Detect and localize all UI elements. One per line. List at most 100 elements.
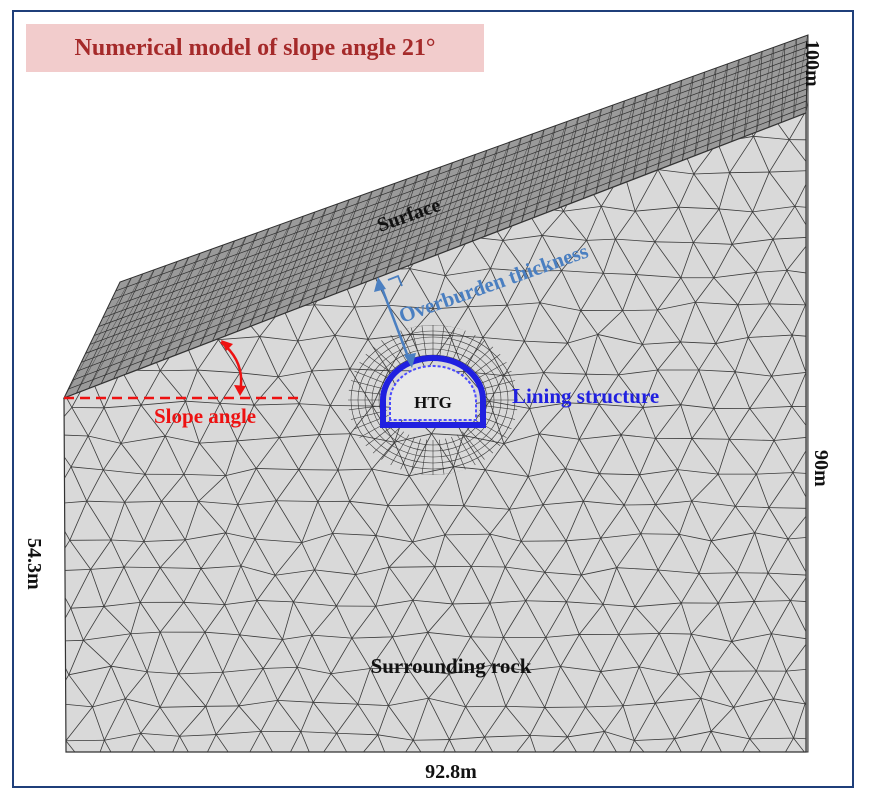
mesh-line [53, 772, 92, 774]
mesh-line [540, 765, 567, 802]
mesh-line [634, 602, 682, 608]
mesh-line [350, 433, 395, 443]
mesh-line [239, 634, 283, 640]
mesh-line [743, 51, 762, 137]
mesh-line [710, 730, 750, 740]
mesh-line [624, 766, 656, 767]
mesh-line [449, 739, 465, 752]
mesh-line [413, 739, 450, 741]
mesh-line [336, 113, 357, 143]
mesh-line [585, 671, 602, 708]
mesh-line [110, 539, 125, 568]
overburden-arrow-bottom [404, 353, 416, 368]
mesh-line [298, 403, 320, 435]
mesh-line [160, 567, 201, 569]
mesh-line [449, 664, 492, 675]
mesh-line [503, 433, 540, 444]
mesh-line [780, 43, 786, 123]
mesh-line [407, 667, 450, 675]
mesh-line [300, 731, 316, 752]
mesh-line [728, 408, 751, 440]
mesh-line [731, 55, 751, 142]
mesh-line [786, 270, 806, 306]
mesh-line [828, 740, 848, 773]
mesh-line [259, 336, 298, 342]
mesh-line [732, 770, 775, 772]
mesh-line [756, 472, 793, 475]
mesh-line [240, 769, 282, 770]
mesh-line [698, 343, 717, 371]
mesh-line [422, 158, 464, 261]
mesh-line [618, 344, 643, 376]
mesh-line [64, 172, 84, 180]
mesh-line [197, 369, 240, 374]
mesh-line [198, 501, 227, 534]
mesh-line [281, 731, 302, 752]
mesh-line [465, 706, 485, 738]
mesh-line [731, 211, 753, 245]
mesh-line [578, 439, 600, 474]
mesh-line [533, 121, 567, 218]
mesh-line [542, 235, 587, 241]
mesh-line [427, 603, 453, 633]
mesh-line [827, 407, 851, 440]
mesh-line [412, 541, 436, 567]
mesh-line [286, 207, 327, 313]
mesh-line [199, 440, 238, 444]
mesh-line [566, 373, 587, 404]
mesh-line [177, 177, 202, 210]
mesh-line [225, 440, 238, 476]
mesh-line [102, 469, 125, 503]
mesh-line [301, 542, 315, 571]
mesh-line [278, 370, 312, 378]
mesh-line [520, 540, 546, 573]
mesh-line [64, 674, 70, 704]
mesh-line [329, 368, 351, 406]
mesh-line [140, 370, 161, 406]
mesh-line [566, 601, 580, 635]
mesh-line [595, 104, 614, 194]
mesh-line [622, 666, 640, 706]
mesh-line [428, 673, 450, 699]
mesh-line [690, 602, 719, 635]
mesh-line [185, 401, 200, 444]
mesh-line [607, 96, 636, 190]
mesh-line [791, 406, 806, 437]
mesh-line [256, 600, 283, 640]
mesh-line [160, 369, 198, 372]
mesh-line [733, 698, 774, 708]
mesh-line [298, 370, 313, 404]
mesh-line [484, 137, 522, 237]
mesh-line [185, 142, 202, 179]
mesh-line [146, 671, 161, 708]
mesh-line [773, 698, 794, 739]
mesh-line [639, 438, 656, 475]
mesh-line [221, 770, 240, 800]
mesh-line [527, 476, 544, 505]
mesh-line [521, 129, 545, 223]
slope-angle-label: Slope angle [154, 404, 256, 428]
mesh-line [791, 334, 806, 373]
mesh-line [336, 732, 378, 736]
mesh-line [503, 443, 529, 477]
mesh-line [298, 765, 314, 800]
mesh-line [178, 671, 223, 675]
mesh-line [638, 799, 677, 802]
mesh-line [410, 308, 434, 335]
mesh-line [754, 532, 789, 540]
mesh-line [489, 566, 506, 604]
mesh-line [768, 507, 789, 540]
mesh-line [581, 567, 617, 576]
mesh-line [654, 206, 679, 243]
mesh-line [585, 373, 619, 376]
mesh-line [201, 177, 221, 210]
mesh-line [793, 39, 797, 118]
mesh-line [388, 567, 414, 601]
mesh-line [313, 701, 358, 705]
mesh-line [144, 474, 162, 502]
mesh-line [178, 631, 206, 675]
mesh-line [669, 80, 683, 166]
mesh-line [640, 504, 656, 534]
mesh-line [713, 371, 736, 409]
mesh-line [471, 146, 499, 242]
